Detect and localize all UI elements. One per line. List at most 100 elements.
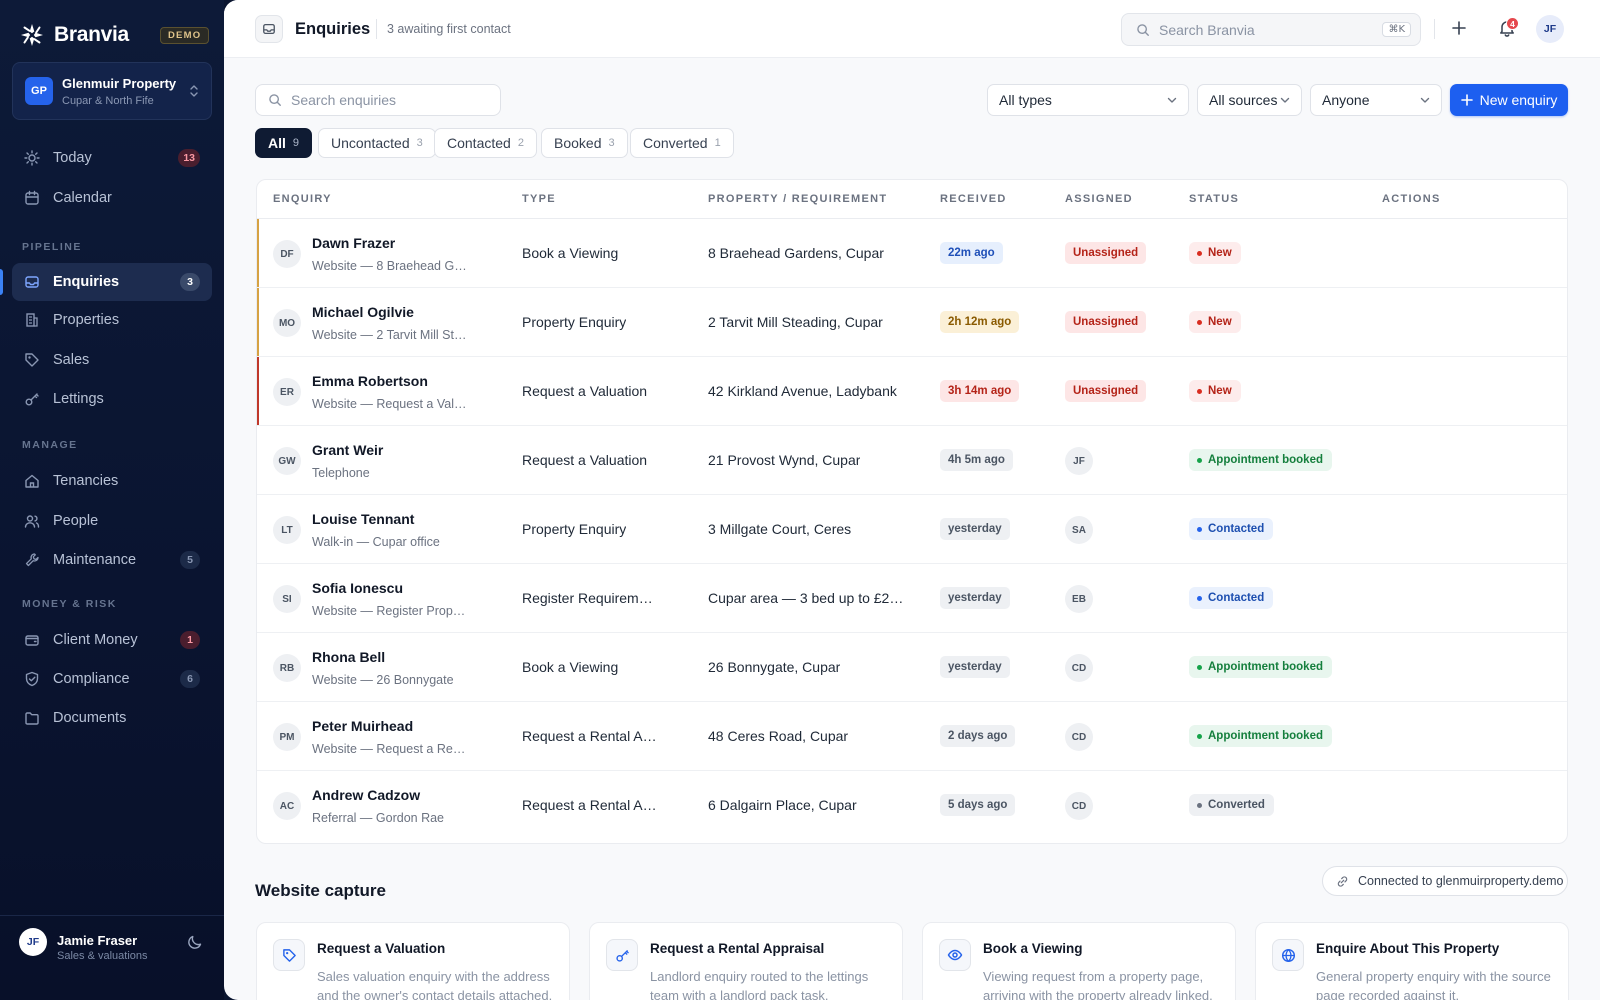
table-row[interactable]: MO Michael Ogilvie Website — 2 Tarvit Mi…	[257, 288, 1567, 357]
type-select[interactable]: All types	[987, 84, 1189, 116]
tab-converted[interactable]: Converted 1	[630, 128, 734, 158]
moon-icon[interactable]	[187, 934, 203, 950]
tab-contacted[interactable]: Contacted 2	[434, 128, 537, 158]
user-name: Jamie Fraser	[57, 933, 138, 948]
assignee-avatar[interactable]: CD	[1065, 654, 1093, 682]
assignee-avatar[interactable]: JF	[1065, 447, 1093, 475]
nav-item-properties[interactable]: Properties	[12, 301, 212, 339]
enquiry-search-input[interactable]: Search enquiries	[255, 84, 501, 116]
table-row[interactable]: SI Sofia Ionescu Website — Register Prop…	[257, 564, 1567, 633]
table-row[interactable]: GW Grant Weir Telephone Request a Valuat…	[257, 426, 1567, 495]
enquirer-name[interactable]: Emma Robertson	[312, 373, 428, 389]
nav-item-tenancies[interactable]: Tenancies	[12, 462, 212, 500]
tab-count: 3	[416, 137, 423, 149]
capture-card-rental-appraisal[interactable]: Request a Rental Appraisal Landlord enqu…	[589, 922, 903, 1000]
enquiry-source: Website — 8 Braehead Gardens	[312, 259, 470, 273]
enquirer-name[interactable]: Dawn Frazer	[312, 235, 396, 251]
table-row[interactable]: DF Dawn Frazer Website — 8 Braehead Gard…	[257, 219, 1567, 288]
nav-item-lettings[interactable]: Lettings	[12, 380, 212, 418]
nav-item-enquiries[interactable]: Enquiries 3	[0, 263, 212, 301]
tab-booked[interactable]: Booked 3	[541, 128, 628, 158]
enquirer-name[interactable]: Louise Tennant	[312, 511, 415, 527]
property-requirement: 8 Braehead Gardens, Cupar	[708, 245, 884, 261]
nav-item-maintenance[interactable]: Maintenance 5	[12, 541, 212, 579]
nav-item-compliance[interactable]: Compliance 6	[12, 660, 212, 698]
status-badge: Contacted	[1189, 518, 1274, 540]
status-badge: Appointment booked	[1189, 725, 1332, 747]
status-dot	[1197, 802, 1202, 808]
nav-badge-client-money: 1	[180, 631, 200, 649]
priority-accent	[257, 357, 259, 425]
nav-item-sales[interactable]: Sales	[12, 341, 212, 379]
capture-card-enquire-property[interactable]: Enquire About This Property General prop…	[1255, 922, 1569, 1000]
received-badge: 5 days ago	[940, 794, 1016, 816]
brand[interactable]: Branvia	[20, 21, 129, 49]
new-enquiry-button[interactable]: New enquiry	[1450, 84, 1568, 116]
table-row[interactable]: PM Peter Muirhead Website — Request a Re…	[257, 702, 1567, 771]
received-badge: 3h 14m ago	[940, 380, 1020, 402]
tag-icon	[282, 948, 297, 963]
enquiry-source: Website — Request a Valuation	[312, 397, 470, 411]
enquiries-table: ENQUIRY TYPE PROPERTY / REQUIREMENT RECE…	[256, 179, 1568, 844]
nav-item-documents[interactable]: Documents	[12, 699, 212, 737]
table-row[interactable]: RB Rhona Bell Website — 26 Bonnygate Boo…	[257, 633, 1567, 702]
enquiry-type: Register Requirements	[522, 590, 660, 606]
assignee-avatar[interactable]: EB	[1065, 585, 1093, 613]
status-label: Contacted	[1208, 523, 1265, 535]
capture-card-book-viewing[interactable]: Book a Viewing Viewing request from a pr…	[922, 922, 1236, 1000]
card-icon-wrapper	[939, 939, 971, 971]
received-badge: yesterday	[940, 656, 1010, 678]
assignee-avatar[interactable]: CD	[1065, 723, 1093, 751]
capture-card-valuation[interactable]: Request a Valuation Sales valuation enqu…	[256, 922, 570, 1000]
property-requirement: 2 Tarvit Mill Steading, Cupar	[708, 314, 883, 330]
card-title: Request a Valuation	[317, 941, 446, 956]
table-row[interactable]: AC Andrew Cadzow Referral — Gordon Rae R…	[257, 771, 1567, 840]
priority-accent	[257, 219, 259, 287]
org-switcher[interactable]: GP Glenmuir Property Cupar & North Fife	[12, 62, 212, 120]
column-header-status: STATUS	[1189, 193, 1240, 205]
tab-label: Converted	[643, 135, 708, 151]
account-avatar[interactable]: JF	[1536, 15, 1564, 43]
connection-status[interactable]: Connected to glenmuirproperty.demo	[1322, 866, 1568, 896]
received-badge: yesterday	[940, 587, 1010, 609]
tab-label: Contacted	[447, 135, 511, 151]
global-search-input[interactable]: Search Branvia ⌘K	[1121, 13, 1421, 46]
avatar: ER	[273, 378, 301, 406]
unassigned-badge[interactable]: Unassigned	[1065, 242, 1147, 264]
table-row[interactable]: ER Emma Robertson Website — Request a Va…	[257, 357, 1567, 426]
nav-label-compliance: Compliance	[53, 671, 130, 687]
status-label: Appointment booked	[1208, 661, 1323, 673]
nav-item-client-money[interactable]: Client Money 1	[12, 621, 212, 659]
status-dot	[1197, 319, 1202, 325]
enquirer-name[interactable]: Rhona Bell	[312, 649, 386, 665]
card-icon-wrapper	[606, 939, 638, 971]
assignee-avatar[interactable]: SA	[1065, 516, 1093, 544]
nav-item-today[interactable]: Today 13	[12, 139, 212, 177]
source-select[interactable]: All sources	[1197, 84, 1302, 116]
enquirer-name[interactable]: Andrew Cadzow	[312, 787, 421, 803]
tab-uncontacted[interactable]: Uncontacted 3	[318, 128, 436, 158]
enquirer-name[interactable]: Sofia Ionescu	[312, 580, 404, 596]
plus-icon[interactable]	[1450, 19, 1468, 37]
nav-item-calendar[interactable]: Calendar	[12, 179, 212, 217]
nav-label-client-money: Client Money	[53, 632, 138, 648]
org-avatar: GP	[25, 77, 53, 105]
enquiry-type: Property Enquiry	[522, 521, 627, 537]
enquirer-name[interactable]: Peter Muirhead	[312, 718, 414, 734]
nav-item-people[interactable]: People	[12, 502, 212, 540]
assignee-avatar[interactable]: CD	[1065, 792, 1093, 820]
avatar: AC	[273, 792, 301, 820]
enquirer-name[interactable]: Michael Ogilvie	[312, 304, 414, 320]
enquirer-name[interactable]: Grant Weir	[312, 442, 384, 458]
card-title: Request a Rental Appraisal	[650, 941, 825, 956]
property-requirement: 48 Ceres Road, Cupar	[708, 728, 849, 744]
unassigned-badge[interactable]: Unassigned	[1065, 380, 1147, 402]
nav-section-money-risk: MONEY & RISK	[22, 598, 117, 610]
tab-label: Uncontacted	[331, 135, 410, 151]
assignee-select[interactable]: Anyone	[1310, 84, 1442, 116]
user-profile[interactable]: JF Jamie Fraser Sales & valuations	[0, 915, 224, 1000]
unassigned-badge[interactable]: Unassigned	[1065, 311, 1147, 333]
tab-all[interactable]: All 9	[255, 128, 313, 158]
table-row[interactable]: LT Louise Tennant Walk-in — Cupar office…	[257, 495, 1567, 564]
status-badge: New	[1189, 311, 1241, 333]
